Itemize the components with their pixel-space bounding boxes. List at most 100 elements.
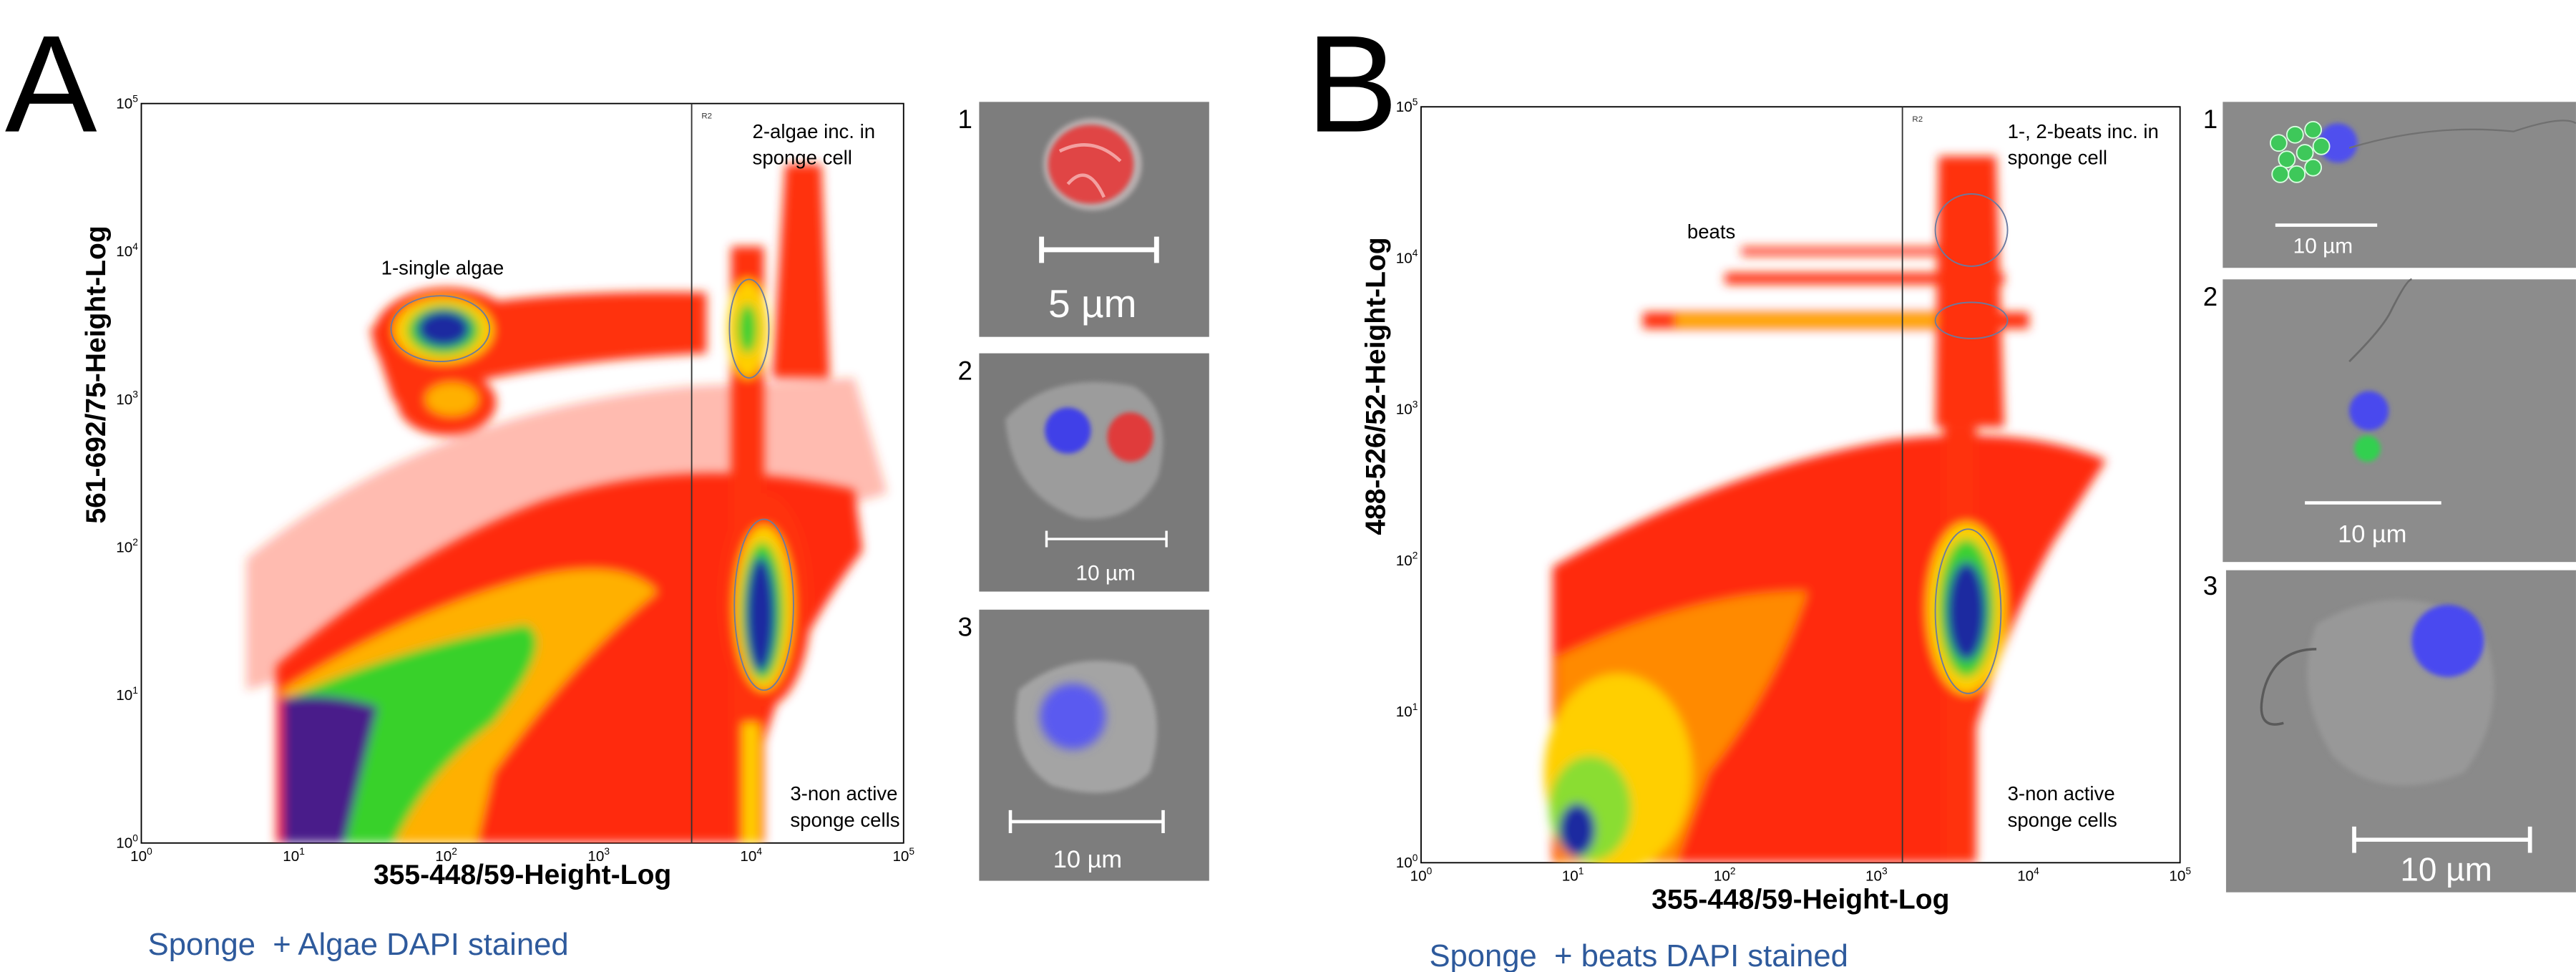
tick-base: 10 bbox=[116, 539, 132, 555]
tick-exponent: 2 bbox=[452, 846, 457, 857]
tick-exponent: 3 bbox=[604, 846, 610, 857]
annotation: 3-non active bbox=[790, 782, 897, 805]
x-tick-label: 103 bbox=[1865, 865, 1888, 884]
annotation: sponge cells bbox=[2008, 809, 2117, 831]
annotation: sponge cell bbox=[2008, 147, 2107, 169]
tick-exponent: 0 bbox=[1427, 865, 1433, 876]
tick-base: 10 bbox=[1396, 855, 1413, 871]
tick-base: 10 bbox=[1865, 868, 1882, 885]
y-tick-label: 104 bbox=[116, 241, 138, 260]
tick-exponent: 1 bbox=[1413, 701, 1418, 712]
y-tick-label: 102 bbox=[1396, 550, 1418, 569]
tick-base: 10 bbox=[587, 848, 604, 865]
tick-base: 10 bbox=[116, 835, 132, 852]
micrograph bbox=[2223, 278, 2576, 563]
tick-exponent: 0 bbox=[147, 846, 152, 857]
tick-base: 10 bbox=[2169, 868, 2185, 885]
density-cloud bbox=[1544, 156, 2107, 863]
x-tick-label: 104 bbox=[740, 846, 762, 865]
caption: Sponge + beats DAPI stained bbox=[1429, 939, 1848, 972]
annotation: 1-, 2-beats inc. in bbox=[2008, 120, 2159, 142]
y-tick-label: 100 bbox=[116, 832, 138, 851]
tick-exponent: 3 bbox=[132, 389, 138, 400]
y-axis-label: 488-526/52-Height-Log bbox=[1360, 237, 1391, 535]
annotation: sponge cells bbox=[790, 809, 899, 831]
tick-exponent: 1 bbox=[132, 685, 138, 696]
tick-base: 10 bbox=[1396, 402, 1413, 418]
annotation: 2-algae inc. in bbox=[753, 120, 876, 142]
tick-exponent: 4 bbox=[756, 846, 762, 857]
scale-bar-label: 10 µm bbox=[2338, 521, 2406, 548]
tick-base: 10 bbox=[116, 392, 132, 408]
panel-letter: A bbox=[5, 6, 97, 161]
tick-base: 10 bbox=[116, 243, 132, 260]
gate-label: R2 bbox=[701, 112, 712, 120]
x-tick-label: 100 bbox=[1410, 865, 1433, 884]
gate bbox=[1934, 301, 2009, 339]
panel-letter: B bbox=[1306, 6, 1398, 161]
tick-base: 10 bbox=[283, 848, 299, 865]
y-tick-label: 102 bbox=[116, 537, 138, 555]
density-cloud bbox=[246, 164, 887, 843]
tick-base: 10 bbox=[1396, 553, 1413, 569]
micrograph bbox=[979, 353, 1209, 592]
tick-base: 10 bbox=[435, 848, 452, 865]
gate-label: R2 bbox=[1912, 115, 1923, 124]
image-number: 2 bbox=[958, 356, 972, 385]
annotation: 1-single algae bbox=[381, 256, 504, 278]
x-tick-label: 101 bbox=[283, 846, 305, 865]
tick-base: 10 bbox=[1396, 250, 1413, 266]
tick-base: 10 bbox=[130, 848, 147, 865]
tick-base: 10 bbox=[892, 848, 909, 865]
tick-base: 10 bbox=[1396, 99, 1413, 115]
tick-exponent: 0 bbox=[1413, 852, 1418, 863]
gate bbox=[733, 518, 794, 691]
scale-bar-label: 5 µm bbox=[1048, 281, 1137, 326]
tick-exponent: 3 bbox=[1882, 865, 1888, 876]
y-tick-label: 103 bbox=[1396, 399, 1418, 417]
y-tick-label: 105 bbox=[116, 93, 138, 112]
tick-exponent: 4 bbox=[132, 241, 138, 252]
y-tick-label: 100 bbox=[1396, 852, 1418, 871]
tick-base: 10 bbox=[740, 848, 756, 865]
x-tick-label: 105 bbox=[2169, 865, 2191, 884]
image-number: 1 bbox=[2203, 105, 2218, 134]
tick-exponent: 5 bbox=[909, 846, 914, 857]
tick-exponent: 2 bbox=[1413, 550, 1418, 561]
annotation: 3-non active bbox=[2008, 782, 2115, 805]
tick-base: 10 bbox=[2017, 868, 2034, 885]
tick-base: 10 bbox=[116, 687, 132, 704]
x-tick-label: 102 bbox=[1714, 865, 1736, 884]
tick-exponent: 3 bbox=[1413, 399, 1418, 409]
y-tick-label: 104 bbox=[1396, 248, 1418, 266]
tick-exponent: 4 bbox=[1413, 248, 1418, 258]
gate bbox=[728, 278, 770, 379]
gate bbox=[1934, 528, 2002, 694]
y-axis-label: 561-692/75-Height-Log bbox=[81, 225, 112, 523]
x-tick-label: 105 bbox=[892, 846, 914, 865]
x-axis-label: 355-448/59-Height-Log bbox=[1652, 885, 1949, 915]
scale-bar-label: 10 µm bbox=[1075, 561, 1136, 585]
tick-exponent: 4 bbox=[2034, 865, 2039, 876]
annotation: beats bbox=[1687, 220, 1735, 243]
tick-base: 10 bbox=[1714, 868, 1730, 885]
scale-bar-label: 10 µm bbox=[1053, 846, 1122, 873]
x-tick-label: 104 bbox=[2017, 865, 2039, 884]
tick-exponent: 5 bbox=[2185, 865, 2191, 876]
micrograph bbox=[2223, 102, 2576, 268]
tick-exponent: 5 bbox=[132, 93, 138, 104]
tick-base: 10 bbox=[1562, 868, 1579, 885]
x-tick-label: 101 bbox=[1562, 865, 1584, 884]
image-number: 3 bbox=[2203, 571, 2218, 601]
x-tick-label: 103 bbox=[587, 846, 610, 865]
micrograph bbox=[979, 102, 1209, 337]
tick-exponent: 1 bbox=[299, 846, 305, 857]
y-tick-label: 103 bbox=[116, 389, 138, 408]
tick-exponent: 1 bbox=[1579, 865, 1584, 876]
x-tick-label: 100 bbox=[130, 846, 152, 865]
micrograph bbox=[979, 609, 1209, 881]
tick-base: 10 bbox=[1410, 868, 1427, 885]
caption: Sponge + Algae DAPI stained bbox=[148, 928, 569, 962]
